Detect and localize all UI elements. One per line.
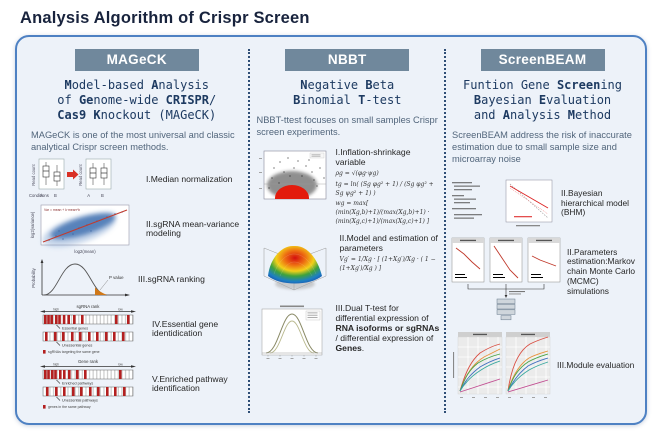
mageck-step-4: sgRNA rank high low Essent bbox=[29, 303, 244, 355]
mageck-gene-rank-figure: Gene rank high low Enriched pathways bbox=[40, 359, 136, 410]
nbbt-step-2-label: II.Model and estimation of parameters bbox=[339, 233, 438, 254]
mageck-header-badge: MAGeCK bbox=[74, 49, 199, 71]
screenbeam-bhm-figure bbox=[452, 179, 553, 226]
rank1-high: high bbox=[53, 308, 59, 312]
nbbt-title-line-2: Binomial T-test bbox=[293, 93, 402, 108]
screenbeam-step-2-label: II.Parameters estimation:Markov chain Mo… bbox=[567, 246, 636, 296]
boxplot-groups-right: A B bbox=[87, 193, 109, 198]
nbbt-header-badge: NBBT bbox=[285, 49, 410, 71]
nbbt-description: NBBT-ttest focuses on small samples Cris… bbox=[256, 115, 438, 138]
boxplot-groups-left: A B bbox=[40, 193, 62, 198]
nbbt-distribution-figure bbox=[262, 305, 323, 360]
mageck-step-2-label: II.sgRNA mean-variance modeling bbox=[146, 218, 240, 239]
bell-pvalue-label: P value bbox=[109, 275, 124, 280]
bell-ylabel: Probability bbox=[31, 268, 36, 288]
screenbeam-title: Funtion Gene Screening Bayesian Evaluati… bbox=[463, 78, 622, 123]
mageck-step-3-label: III.sgRNA ranking bbox=[138, 273, 205, 284]
mageck-steps: Read count Read count bbox=[29, 155, 244, 411]
rank2-title: Gene rank bbox=[78, 359, 99, 364]
screenbeam-title-line-3: and Analysis Method bbox=[473, 108, 612, 123]
rank1-row1-label: Essential genes bbox=[62, 327, 88, 331]
rank1-row2-label: Unessential genes bbox=[62, 344, 92, 348]
screenbeam-module-figure bbox=[453, 331, 551, 398]
mageck-step-2: log2(variance) Var = mean + k·mean^b bbox=[29, 203, 244, 255]
screenbeam-description: ScreenBEAM address the risk of inaccurat… bbox=[452, 130, 632, 165]
mageck-step-5-label: V.Enriched pathway identification bbox=[152, 373, 228, 394]
mageck-title-line-1: Model-based Analysis bbox=[64, 78, 209, 92]
red-arrow-icon bbox=[67, 169, 79, 180]
rank1-legend: sgRNAs targeting the same gene bbox=[48, 351, 100, 355]
nbbt-title: Negative Beta Binomial T-test bbox=[293, 78, 401, 108]
nbbt-formula-4: Vg′ = 1/Xg · [ (1+Xg′)/Xg · ( 1 − (1+Xg′… bbox=[339, 256, 436, 273]
boxplot-xlabel: Conditions bbox=[29, 193, 49, 198]
mageck-step-4-label: IV.Essential gene identidication bbox=[152, 318, 219, 339]
column-divider bbox=[444, 49, 447, 413]
mageck-title: Model-based Analysis of Genome-wide CRIS… bbox=[57, 78, 216, 123]
rank2-high: high bbox=[53, 363, 59, 367]
rank2-row2-label: Unessential pathways bbox=[62, 399, 98, 403]
boxplot-ylabel-left: Read count bbox=[31, 164, 36, 186]
scatter-xlabel: log2(mean) bbox=[74, 249, 96, 254]
rank2-legend: genes in the same pathway bbox=[48, 406, 91, 410]
nbbt-steps: I.Inflation-shrinkage variable ρg = √(φg… bbox=[254, 140, 440, 362]
screenbeam-step-3-label: III.Module evaluation bbox=[557, 359, 635, 370]
scatter-note: Var = mean + k·mean^b bbox=[44, 208, 80, 212]
mageck-description: MAGeCK is one of the most universal and … bbox=[31, 130, 235, 153]
main-panel: MAGeCK Model-based Analysis of Genome-wi… bbox=[15, 35, 647, 425]
mageck-step-1-label: I.Median normalization bbox=[146, 173, 233, 184]
screenbeam-header-badge: ScreenBEAM bbox=[480, 49, 605, 71]
column-nbbt: NBBT Negative Beta Binomial T-test NBBT-… bbox=[250, 45, 444, 417]
rank2-row1-label: Enriched pathways bbox=[62, 382, 93, 386]
scatter-ylabel: log2(variance) bbox=[30, 212, 35, 239]
boxplot-ylabel-right: Read count bbox=[78, 164, 83, 186]
column-divider bbox=[248, 49, 251, 413]
mageck-title-line-3: Cas9 Knockout (MAGeCK) bbox=[57, 108, 217, 123]
column-mageck: MAGeCK Model-based Analysis of Genome-wi… bbox=[25, 45, 248, 417]
mageck-pvalue-figure: Probability P value bbox=[31, 259, 130, 297]
screenbeam-step-3: III.Module evaluation bbox=[450, 328, 635, 404]
screenbeam-step-2: II.Parameters estimation:Markov chain Mo… bbox=[450, 236, 635, 324]
screenbeam-title-line-1: Funtion Gene Screening bbox=[463, 78, 622, 92]
mageck-scatter-figure: log2(variance) Var = mean + k·mean^b bbox=[30, 205, 130, 254]
nbbt-formula-2: tg = ln( (Sg φg² + 1) / (Sg φg² + Sg ψg²… bbox=[335, 181, 434, 197]
rank2-low: low bbox=[118, 363, 123, 367]
nbbt-step-3-label: III.Dual T-test for differential express… bbox=[335, 303, 440, 354]
mageck-step-3: Probability P value III.sgRNA ranking bbox=[29, 257, 244, 301]
nbbt-formula-1: ρg = √(φg·ψg) bbox=[335, 170, 379, 178]
nbbt-step-1-label: I.Inflation-shrinkage variable bbox=[335, 147, 411, 168]
mageck-boxplot-figure: Read count Read count bbox=[29, 159, 112, 198]
mageck-sgrna-rank-figure: sgRNA rank high low Essent bbox=[40, 304, 136, 355]
rank1-title: sgRNA rank bbox=[77, 304, 101, 309]
nbbt-step-3: III.Dual T-test for differential express… bbox=[254, 303, 440, 362]
nbbt-scatter-figure bbox=[259, 151, 327, 200]
nbbt-step-2: II.Model and estimation of parameters Vg… bbox=[254, 233, 440, 294]
screenbeam-step-1: II.Bayesian hierarchical model (BHM) bbox=[450, 178, 635, 230]
column-screenbeam: ScreenBEAM Funtion Gene Screening Bayesi… bbox=[446, 45, 639, 417]
page-title: Analysis Algorithm of Crispr Screen bbox=[20, 9, 310, 27]
nbbt-title-line-1: Negative Beta bbox=[300, 78, 395, 92]
mageck-step-5: Gene rank high low Enriched pathways bbox=[29, 357, 244, 411]
screenbeam-title-line-2: Bayesian Evaluation bbox=[473, 93, 612, 108]
rank1-low: low bbox=[118, 308, 123, 312]
screenbeam-mcmc-figure bbox=[451, 237, 561, 320]
nbbt-step-1: I.Inflation-shrinkage variable ρg = √(φg… bbox=[254, 147, 440, 226]
nbbt-formula-3: wg = max[ (min(Xg,b)+1)/(max(Xg,b)+1) · … bbox=[335, 200, 430, 225]
nbbt-surface-figure bbox=[264, 246, 327, 291]
mageck-step-1: Read count Read count bbox=[29, 157, 244, 201]
screenbeam-step-1-label: II.Bayesian hierarchical model (BHM) bbox=[561, 187, 630, 218]
screenbeam-steps: II.Bayesian hierarchical model (BHM) bbox=[450, 168, 635, 404]
mageck-title-line-2: of Genome-wide CRISPR/ bbox=[57, 93, 217, 108]
